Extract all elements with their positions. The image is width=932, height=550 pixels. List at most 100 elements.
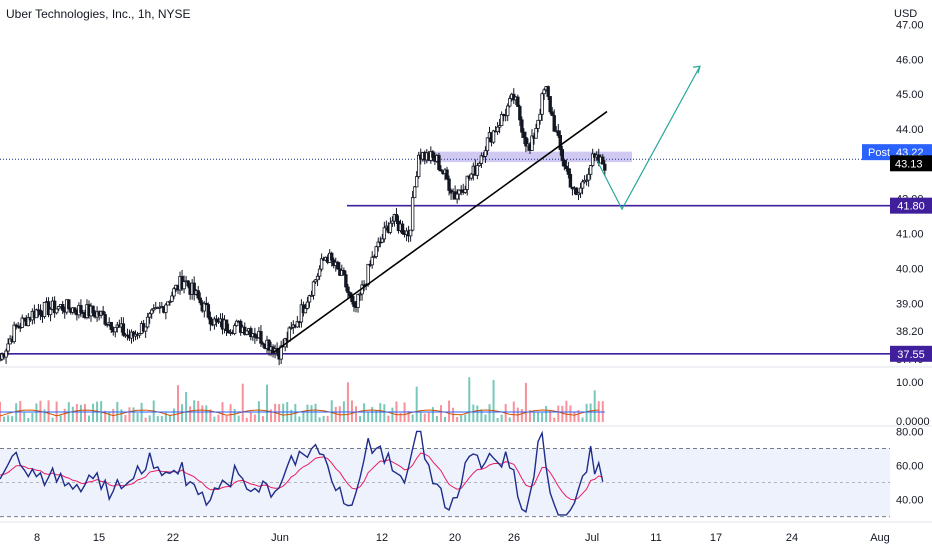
- price-tick-label: 45.00: [896, 89, 924, 101]
- volume-bar: [585, 403, 588, 422]
- candle-body: [313, 279, 318, 283]
- candle-body: [550, 111, 554, 116]
- volume-bar: [79, 404, 82, 422]
- candle-body: [568, 173, 573, 188]
- volume-bar: [241, 383, 244, 422]
- price-tick-label: 40.00: [896, 263, 924, 275]
- candle-body: [564, 165, 569, 170]
- candle-body: [311, 281, 316, 296]
- candle-body: [417, 154, 421, 178]
- candle-body: [358, 293, 362, 296]
- candle-body: [164, 304, 168, 313]
- volume-bar: [472, 404, 475, 422]
- candle-body: [394, 214, 399, 222]
- volume-bar: [63, 408, 66, 422]
- candle-body: [412, 186, 417, 199]
- volume-bar: [496, 417, 499, 422]
- volume-bar: [444, 416, 447, 422]
- volume-bar: [104, 410, 107, 422]
- candle-body: [147, 313, 152, 318]
- volume-bar: [448, 400, 451, 422]
- volume-bar: [261, 416, 264, 422]
- x-tick-label: Jul: [585, 532, 599, 544]
- x-tick-label: 17: [710, 532, 722, 544]
- price-pane: [0, 65, 890, 366]
- candle-body: [400, 223, 405, 234]
- candle-body: [182, 281, 186, 290]
- candle-body: [249, 328, 253, 338]
- candle-body: [520, 119, 524, 133]
- candle-body: [121, 323, 126, 336]
- projection-path[interactable]: [596, 65, 701, 211]
- level-price-tag: [890, 197, 932, 214]
- candle-body: [113, 327, 117, 333]
- volume-bar: [71, 406, 74, 422]
- currency-label: USD: [894, 8, 917, 20]
- candle-body: [374, 246, 378, 257]
- volume-bar: [88, 415, 91, 422]
- candle-body: [344, 274, 348, 288]
- last-price-label: 43.13: [895, 158, 923, 170]
- volume-bar: [266, 384, 269, 422]
- volume-bar: [15, 403, 18, 422]
- candle-body: [542, 89, 546, 95]
- trendline[interactable]: [273, 110, 608, 353]
- volume-bar: [476, 405, 479, 422]
- candle-body: [584, 179, 589, 182]
- candle-body: [576, 192, 581, 196]
- volume-bar: [75, 404, 78, 422]
- candle-body: [101, 310, 105, 315]
- level-price-label: 41.80: [897, 201, 925, 213]
- volume-bar: [480, 409, 483, 422]
- candle-body: [475, 165, 480, 176]
- candle-body: [439, 169, 443, 172]
- candle-body: [408, 229, 413, 237]
- price-tick-label: 46.00: [896, 54, 924, 66]
- x-tick-label: 20: [449, 532, 461, 544]
- candle-body: [477, 163, 482, 166]
- volume-bar: [355, 406, 358, 422]
- x-tick-label: Jun: [271, 532, 289, 544]
- candle-body: [212, 318, 217, 326]
- candle-body: [34, 309, 39, 319]
- candle-body: [267, 339, 271, 351]
- candle-body: [42, 301, 47, 317]
- volume-bar: [59, 415, 62, 422]
- candle-body: [38, 309, 43, 316]
- x-tick-label: 11: [650, 532, 661, 544]
- candle-body: [14, 324, 18, 327]
- volume-bar: [557, 405, 560, 422]
- candle-body: [469, 173, 473, 179]
- volume-bar: [371, 407, 374, 422]
- chart-title: Uber Technologies, Inc., 1h, NYSE: [6, 7, 191, 21]
- candle-body: [224, 319, 229, 331]
- volume-bar: [379, 403, 382, 422]
- volume-bar: [23, 412, 26, 422]
- volume-bar: [460, 415, 463, 422]
- volume-bar: [35, 403, 38, 422]
- candle-body: [253, 333, 257, 338]
- candle-body: [319, 258, 324, 270]
- candle-body: [366, 263, 370, 285]
- volume-bar: [464, 414, 467, 422]
- volume-bar: [205, 405, 208, 422]
- volume-bar: [439, 405, 442, 422]
- candle-body: [485, 137, 490, 152]
- rsi-line: [0, 430, 604, 516]
- volume-bar: [375, 410, 378, 422]
- volume-bar: [318, 417, 321, 422]
- candle-body: [540, 93, 544, 115]
- volume-bar: [549, 410, 552, 422]
- candle-body: [455, 193, 459, 200]
- candle-body: [380, 238, 384, 243]
- volume-bar: [363, 403, 366, 422]
- volume-bar: [168, 414, 171, 422]
- volume-bar: [500, 414, 503, 422]
- candle-body: [566, 168, 571, 175]
- candle-body: [109, 321, 113, 330]
- volume-bar: [407, 411, 410, 422]
- candle-body: [4, 350, 8, 358]
- x-tick-label: 8: [34, 532, 40, 544]
- volume-bar: [346, 382, 349, 422]
